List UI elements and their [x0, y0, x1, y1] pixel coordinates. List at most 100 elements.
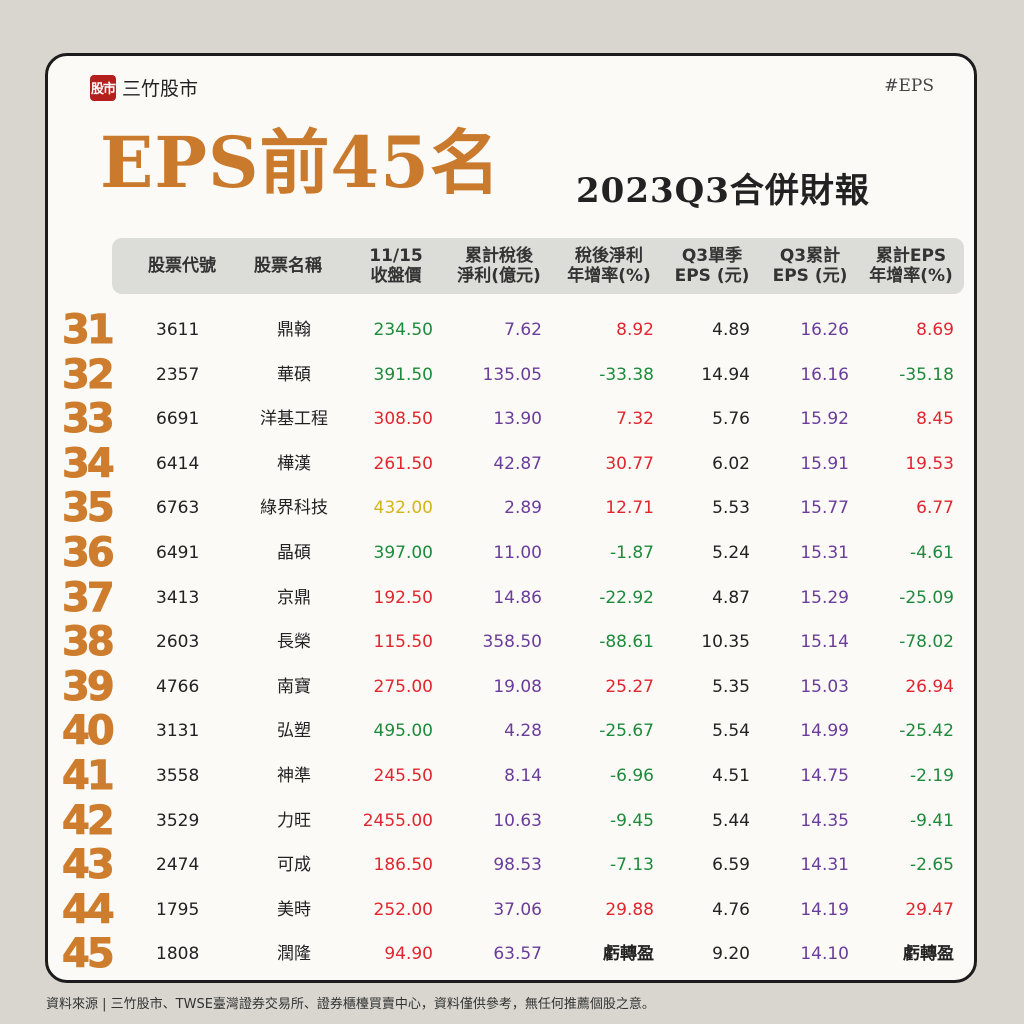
close-price: 94.90 — [384, 944, 433, 965]
close-price: 397.00 — [373, 543, 433, 563]
hashtag[interactable]: #EPS — [884, 76, 934, 96]
table-row: 45 1808 潤隆 94.90 63.57 虧轉盈 9.20 14.10 虧轉盈 — [48, 932, 980, 977]
eps-growth: -2.65 — [910, 855, 954, 876]
stock-name: 弘塑 — [277, 721, 311, 742]
header-cum-eps: Q3累計 EPS (元) — [772, 245, 848, 286]
stock-name: 華碩 — [277, 364, 311, 385]
profit-growth: 7.32 — [616, 409, 654, 430]
rank-number: 38 — [62, 619, 116, 666]
net-profit: 63.57 — [493, 944, 542, 965]
stock-name: 可成 — [277, 855, 311, 876]
source-footer: 資料來源 | 三竹股市、TWSE臺灣證券交易所、證券櫃檯買賣中心，資料僅供參考，… — [46, 997, 655, 1012]
net-profit: 11.00 — [493, 543, 542, 563]
close-price: 495.00 — [373, 721, 433, 742]
cumulative-eps: 16.16 — [800, 364, 849, 385]
page-title: EPS前45名 — [100, 121, 501, 204]
close-price: 391.50 — [373, 364, 433, 385]
net-profit: 14.86 — [493, 587, 542, 608]
eps-growth: 29.47 — [905, 899, 954, 920]
close-price: 275.00 — [373, 676, 433, 697]
table-row: 34 6414 樺漢 261.50 42.87 30.77 6.02 15.91 19.53 — [48, 440, 980, 487]
header-q3-eps: Q3單季 EPS (元) — [674, 245, 750, 286]
table-row: 38 2603 長榮 115.50 358.50 -88.61 10.35 15.14 -78.… — [48, 619, 980, 666]
rank-number: 39 — [62, 663, 116, 710]
stock-code: 6414 — [156, 453, 200, 474]
stock-name: 神準 — [277, 766, 311, 786]
eps-growth: -2.19 — [910, 766, 954, 786]
eps-growth: 虧轉盈 — [903, 944, 954, 965]
stock-code: 2474 — [156, 855, 200, 876]
table-row: 43 2474 可成 186.50 98.53 -7.13 6.59 14.31 -2.65 — [48, 842, 980, 889]
eps-growth: -9.41 — [910, 810, 954, 831]
header-profit: 累計稅後 淨利(億元) — [457, 245, 541, 286]
stock-name: 長榮 — [277, 632, 311, 653]
table-row: 39 4766 南寶 275.00 19.08 25.27 5.35 15.03 26.94 — [48, 663, 980, 710]
cumulative-eps: 15.92 — [800, 409, 849, 430]
stock-name: 洋基工程 — [260, 409, 328, 430]
rank-number: 31 — [62, 307, 116, 353]
cumulative-eps: 14.35 — [800, 810, 849, 831]
stock-name: 樺漢 — [277, 453, 311, 474]
cumulative-eps: 14.75 — [800, 766, 849, 786]
rank-number: 36 — [62, 530, 116, 576]
infographic-card: 股市 三竹股市 #EPS EPS前45名 2023Q3合併財報 股票代號 股票名… — [45, 53, 977, 983]
close-price: 234.50 — [373, 320, 433, 340]
eps-growth: -25.42 — [899, 721, 954, 742]
stock-name: 力旺 — [277, 810, 311, 831]
close-price: 2455.00 — [362, 810, 433, 831]
stock-code: 2357 — [156, 364, 200, 385]
rank-number: 35 — [62, 485, 116, 532]
rank-number: 42 — [62, 797, 116, 844]
q3-eps: 10.35 — [701, 632, 750, 653]
stock-name: 綠界科技 — [260, 498, 328, 519]
cumulative-eps: 14.31 — [800, 855, 849, 876]
net-profit: 2.89 — [504, 498, 542, 519]
eps-growth: 8.69 — [916, 320, 954, 340]
net-profit: 98.53 — [493, 855, 542, 876]
cumulative-eps: 15.31 — [800, 543, 849, 563]
stock-code: 6691 — [156, 409, 200, 430]
profit-growth: -33.38 — [599, 364, 654, 385]
rank-number: 33 — [62, 396, 116, 443]
profit-growth: -88.61 — [599, 632, 654, 653]
stock-code: 3413 — [156, 587, 200, 608]
table-row: 35 6763 綠界科技 432.00 2.89 12.71 5.53 15.77 6.77 — [48, 485, 980, 532]
table-row: 40 3131 弘塑 495.00 4.28 -25.67 5.54 14.99 -25.42 — [48, 709, 980, 754]
profit-growth: 30.77 — [605, 453, 654, 474]
header-name: 股票名稱 — [254, 255, 322, 276]
net-profit: 358.50 — [482, 632, 542, 653]
q3-eps: 9.20 — [712, 944, 750, 965]
net-profit: 10.63 — [493, 810, 542, 831]
q3-eps: 5.44 — [712, 810, 750, 831]
stock-code: 2603 — [156, 632, 200, 653]
profit-growth: 虧轉盈 — [603, 944, 654, 965]
stock-name: 鼎翰 — [277, 320, 311, 340]
close-price: 186.50 — [373, 855, 433, 876]
net-profit: 8.14 — [504, 766, 542, 786]
q3-eps: 6.02 — [712, 453, 750, 474]
net-profit: 19.08 — [493, 676, 542, 697]
table-row: 31 3611 鼎翰 234.50 7.62 8.92 4.89 16.26 8.69 — [48, 307, 980, 353]
rank-number: 43 — [62, 842, 116, 889]
eps-growth: -4.61 — [910, 543, 954, 563]
q3-eps: 6.59 — [712, 855, 750, 876]
eps-growth: -25.09 — [899, 587, 954, 608]
rank-number: 34 — [62, 440, 116, 487]
rank-number: 37 — [62, 574, 116, 621]
profit-growth: -6.96 — [610, 766, 654, 786]
cumulative-eps: 15.03 — [800, 676, 849, 697]
table-header: 股票代號 股票名稱 11/15 收盤價 累計稅後 淨利(億元) 稅後淨利 年增率… — [112, 238, 964, 294]
eps-growth: 8.45 — [916, 409, 954, 430]
stock-code: 4766 — [156, 676, 200, 697]
profit-growth: -22.92 — [599, 587, 654, 608]
eps-growth: 6.77 — [916, 498, 954, 519]
close-price: 432.00 — [373, 498, 433, 519]
profit-growth: -9.45 — [610, 810, 654, 831]
net-profit: 37.06 — [493, 899, 542, 920]
rank-number: 32 — [62, 351, 116, 398]
q3-eps: 14.94 — [701, 364, 750, 385]
q3-eps: 4.87 — [712, 587, 750, 608]
profit-growth: -7.13 — [610, 855, 654, 876]
header-eps-growth: 累計EPS 年增率(%) — [869, 245, 953, 286]
stock-code: 3131 — [156, 721, 200, 742]
